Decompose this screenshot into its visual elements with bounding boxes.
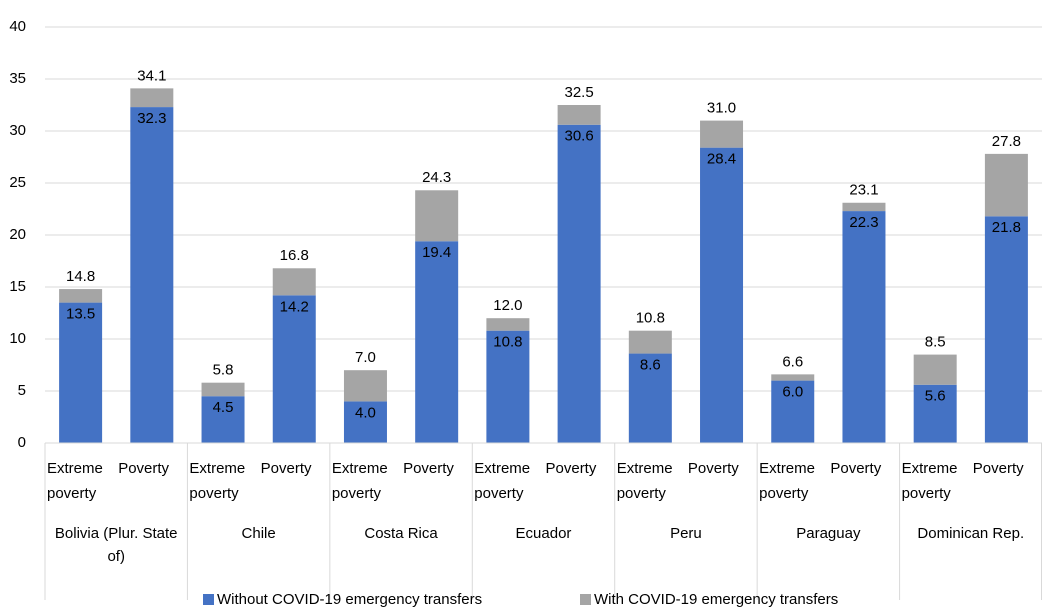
total-label: 24.3: [422, 169, 451, 186]
x-tick-label: Poverty: [260, 460, 312, 477]
bar-segment: [700, 120, 744, 148]
group-label: Dominican Rep.: [917, 525, 1025, 542]
bar-segment: [343, 401, 387, 443]
y-tick-label: 5: [18, 382, 26, 399]
value-label: 22.3: [849, 214, 878, 231]
total-label: 7.0: [355, 349, 376, 366]
y-tick-label: 35: [9, 70, 26, 87]
x-tick-label: Poverty: [972, 460, 1024, 477]
total-label: 5.8: [213, 362, 234, 379]
bar-segment: [984, 153, 1028, 217]
group-label: Peru: [670, 525, 702, 542]
x-tick-label: Extreme poverty: [901, 460, 958, 502]
bar-segment: [486, 330, 530, 443]
total-label: 12.0: [493, 297, 522, 314]
x-tick-label: Poverty: [118, 460, 170, 477]
bar-segment: [272, 295, 316, 443]
y-tick-label: 30: [9, 122, 26, 139]
x-tick-label: Poverty: [403, 460, 454, 477]
bar-segment: [700, 147, 744, 443]
bar-segment: [415, 190, 459, 242]
y-tick-label: 0: [18, 434, 26, 451]
x-tick-label: Extreme poverty: [616, 460, 673, 502]
bar-segment: [59, 302, 103, 443]
total-label: 16.8: [280, 247, 309, 264]
total-label: 34.1: [137, 67, 166, 84]
value-label: 14.2: [280, 298, 309, 315]
bar-segment: [272, 268, 316, 296]
value-label: 13.5: [66, 306, 95, 323]
total-label: 10.8: [636, 310, 665, 327]
total-label: 32.5: [565, 84, 594, 101]
value-label: 19.4: [422, 244, 451, 261]
legend-item: With COVID-19 emergency transfers: [580, 591, 838, 608]
total-label: 14.8: [66, 268, 95, 285]
value-label: 10.8: [493, 334, 522, 351]
x-tick-label: Extreme poverty: [189, 460, 246, 502]
bar-segment: [201, 396, 245, 443]
y-tick-label: 40: [9, 18, 26, 35]
x-tick-label: Extreme poverty: [759, 460, 815, 502]
bar-segment: [557, 105, 601, 125]
total-label: 23.1: [849, 182, 878, 199]
y-tick-label: 25: [9, 174, 26, 191]
value-label: 8.6: [640, 357, 661, 374]
value-label: 32.3: [137, 110, 166, 127]
legend-item: Without COVID-19 emergency transfers: [203, 591, 482, 608]
group-label: Paraguay: [796, 525, 861, 542]
bar-segment: [415, 241, 459, 443]
bar-segment: [486, 318, 530, 331]
value-label: 6.0: [782, 384, 803, 401]
bar-segment: [771, 380, 815, 443]
bar-segment: [343, 370, 387, 402]
total-label: 27.8: [992, 133, 1021, 150]
bar-segment: [913, 384, 957, 443]
group-label: Ecuador: [515, 525, 572, 542]
x-tick-label: Extreme poverty: [47, 460, 103, 502]
legend-label: Without COVID-19 emergency transfers: [217, 591, 483, 608]
value-label: 4.0: [355, 404, 376, 421]
x-tick-label: Extreme poverty: [331, 460, 388, 502]
x-tick-label: Poverty: [830, 460, 882, 477]
group-label: Chile: [241, 525, 276, 542]
bar-segment: [842, 211, 886, 443]
legend-label: With COVID-19 emergency transfers: [594, 591, 839, 608]
value-label: 28.4: [707, 151, 736, 168]
bar-segment: [628, 353, 672, 443]
value-label: 21.8: [992, 219, 1021, 236]
legend-swatch: [580, 594, 591, 605]
value-label: 30.6: [565, 128, 594, 145]
bar-segment: [628, 330, 672, 354]
y-tick-label: 10: [9, 330, 26, 347]
value-label: 5.6: [925, 388, 946, 405]
bar-segment: [130, 88, 174, 108]
value-label: 4.5: [213, 399, 234, 416]
bar-segment: [913, 354, 957, 385]
bar-segment: [842, 202, 886, 212]
total-label: 6.6: [782, 353, 803, 370]
total-label: 31.0: [707, 100, 736, 117]
y-tick-label: 15: [9, 278, 26, 295]
bar-segment: [201, 382, 245, 397]
y-tick-label: 20: [9, 226, 26, 243]
bar-segment: [771, 374, 815, 381]
total-label: 8.5: [925, 334, 946, 351]
x-tick-label: Poverty: [687, 460, 739, 477]
x-tick-label: Extreme poverty: [474, 460, 531, 502]
x-tick-label: Poverty: [545, 460, 597, 477]
legend-swatch: [203, 594, 214, 605]
group-label: Costa Rica: [364, 525, 438, 542]
group-label: Bolivia (Plur. State of): [54, 525, 178, 565]
bar-segment: [130, 107, 174, 443]
bar-segment: [59, 289, 103, 303]
bar-segment: [984, 216, 1028, 443]
bar-segment: [557, 124, 601, 443]
